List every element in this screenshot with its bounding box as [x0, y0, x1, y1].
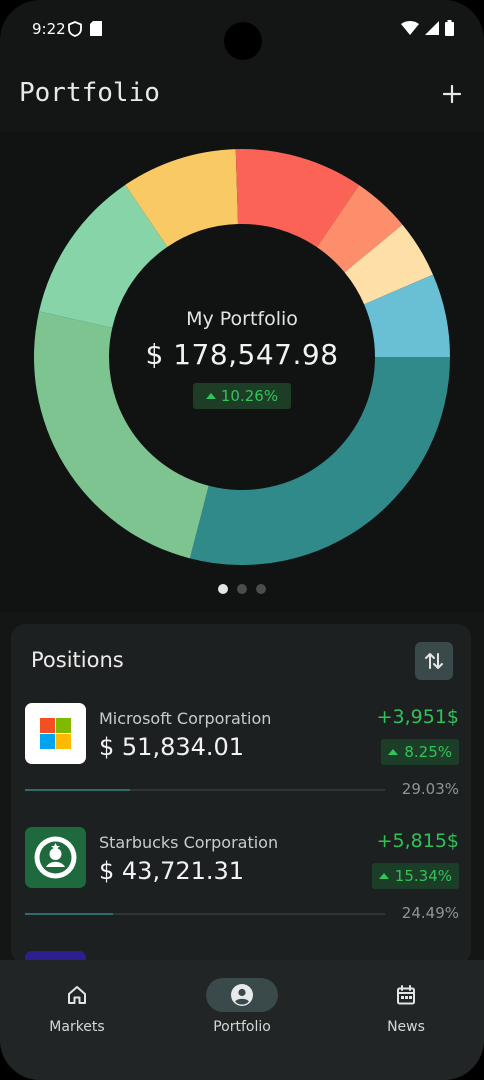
- share-bar: [25, 789, 385, 791]
- nav-item-news[interactable]: News: [336, 978, 476, 1035]
- share-bar-fill: [25, 789, 130, 791]
- microsoft-logo: [25, 703, 86, 764]
- page-title: Portfolio: [19, 78, 160, 108]
- position-row-microsoft[interactable]: Microsoft Corporation $ 51,834.01 +3,951…: [11, 703, 471, 828]
- battery-icon: [445, 20, 454, 36]
- position-amount: $ 43,721.31: [99, 857, 244, 885]
- portfolio-label: My Portfolio: [0, 308, 484, 330]
- signal-icon: [425, 21, 439, 35]
- nav-label-portfolio: Portfolio: [172, 1019, 312, 1035]
- sort-button[interactable]: [415, 642, 453, 680]
- share-bar-fill: [25, 913, 113, 915]
- status-time: 9:22: [32, 20, 66, 38]
- portfolio-change-percent: 10.26%: [221, 387, 278, 405]
- page-dot-2[interactable]: [237, 584, 247, 594]
- position-share: 24.49%: [402, 904, 459, 922]
- page-dot-1[interactable]: [218, 584, 228, 594]
- add-icon[interactable]: [440, 82, 464, 106]
- portfolio-change-badge: 10.26%: [193, 383, 291, 409]
- wifi-icon: [401, 21, 419, 35]
- nav-label-markets: Markets: [7, 1019, 147, 1035]
- position-change-badge: 8.25%: [381, 739, 459, 765]
- position-gain: +3,951$: [377, 706, 459, 728]
- home-icon: [66, 984, 88, 1006]
- calendar-icon: [395, 984, 417, 1006]
- positions-card: Positions Microsoft Corporation $ 51,834…: [11, 624, 471, 964]
- nav-label-news: News: [336, 1019, 476, 1035]
- position-change-badge: 15.34%: [372, 863, 459, 889]
- arrow-up-icon: [206, 393, 216, 399]
- status-bar: 9:22: [0, 0, 484, 62]
- position-change-percent: 8.25%: [404, 743, 452, 761]
- position-amount: $ 51,834.01: [99, 733, 244, 761]
- arrow-up-icon: [388, 749, 398, 755]
- share-bar: [25, 913, 385, 915]
- portfolio-total-value: $ 178,547.98: [0, 338, 484, 371]
- camera-cutout: [224, 22, 262, 60]
- position-share: 29.03%: [402, 780, 459, 798]
- sd-card-icon: [90, 21, 102, 36]
- positions-title: Positions: [31, 648, 124, 672]
- portfolio-donut[interactable]: My Portfolio $ 178,547.98 10.26%: [0, 132, 484, 612]
- position-gain: +5,815$: [377, 830, 459, 852]
- nav-item-markets[interactable]: Markets: [7, 978, 147, 1035]
- company-name: Microsoft Corporation: [99, 709, 271, 728]
- position-row-starbucks[interactable]: Starbucks Corporation $ 43,721.31 +5,815…: [11, 827, 471, 952]
- shield-icon: [68, 21, 82, 37]
- sort-icon: [424, 651, 444, 671]
- starbucks-logo: [25, 827, 86, 888]
- account-circle-icon: [230, 983, 254, 1007]
- nav-item-portfolio[interactable]: Portfolio: [172, 978, 312, 1035]
- position-change-percent: 15.34%: [395, 867, 452, 885]
- app-bar: Portfolio: [0, 62, 484, 132]
- page-indicator: [0, 584, 484, 594]
- arrow-up-icon: [379, 873, 389, 879]
- company-name: Starbucks Corporation: [99, 833, 278, 852]
- bottom-nav: Markets Portfolio News: [0, 960, 484, 1080]
- page-dot-3[interactable]: [256, 584, 266, 594]
